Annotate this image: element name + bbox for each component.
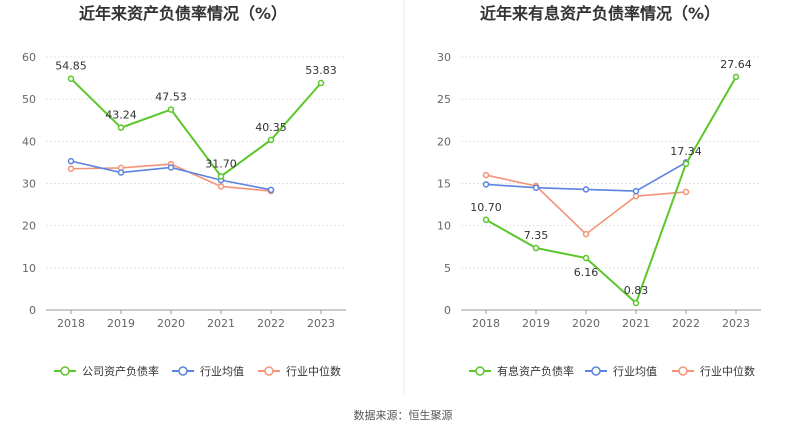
x-tick-label: 2023 [722, 317, 750, 330]
y-tick-label: 20 [22, 220, 36, 233]
data-label: 7.35 [524, 229, 549, 242]
y-tick-label: 0 [29, 304, 36, 317]
data-point [582, 230, 590, 238]
data-label: 27.64 [720, 58, 752, 71]
data-label: 47.53 [155, 91, 187, 104]
data-point [482, 216, 490, 224]
y-tick-label: 15 [437, 178, 451, 191]
data-point [117, 124, 125, 131]
data-label: 43.24 [105, 109, 137, 122]
x-tick-label: 2021 [622, 317, 650, 330]
x-tick-label: 2018 [57, 317, 85, 330]
y-tick-label: 10 [22, 262, 36, 275]
chart-title: 近年来资产负债率情况（%） [79, 4, 287, 23]
y-tick-label: 60 [22, 51, 36, 64]
y-tick-label: 30 [22, 178, 36, 191]
data-point [67, 165, 75, 172]
data-label: 54.85 [55, 60, 87, 73]
x-tick-label: 2019 [107, 317, 135, 330]
debt-ratio-chart: 近年来资产负债率情况（%） 0 10 20 30 40 50 60 2018 2019 2020 20… [22, 4, 346, 378]
legend-label: 行业中位数 [700, 364, 755, 378]
data-point [682, 160, 690, 168]
legend-marker [178, 366, 188, 376]
y-tick-label: 20 [437, 135, 451, 148]
data-point [582, 254, 590, 262]
data-point [317, 79, 325, 87]
y-tick-label: 30 [437, 51, 451, 64]
y-tick-label: 5 [444, 262, 451, 275]
series-line [70, 78, 322, 178]
data-point [732, 73, 740, 81]
data-point [532, 184, 540, 191]
data-point [632, 299, 640, 307]
x-tick-label: 2023 [307, 317, 335, 330]
data-point [482, 181, 490, 188]
legend-label: 行业中位数 [286, 364, 341, 378]
data-point [167, 106, 175, 113]
legend-marker [60, 366, 70, 376]
legend-label: 有息资产负债率 [497, 364, 574, 378]
data-point [682, 188, 690, 196]
series-line [485, 76, 737, 305]
x-tick-label: 2020 [157, 317, 185, 330]
legend-label: 行业均值 [613, 365, 657, 378]
data-point [582, 186, 590, 193]
data-point [217, 183, 225, 190]
data-point [67, 157, 75, 165]
data-point [532, 244, 540, 252]
data-point [267, 186, 275, 194]
data-point [217, 173, 225, 180]
x-tick-label: 2022 [672, 317, 700, 330]
y-tick-label: 25 [437, 93, 451, 106]
data-label: 10.70 [470, 201, 502, 214]
data-point [117, 169, 125, 176]
data-point [632, 192, 640, 200]
data-label: 0.83 [624, 284, 649, 297]
data-point [482, 171, 490, 179]
legend-marker [264, 366, 274, 376]
data-label: 31.70 [205, 157, 237, 170]
legend-label: 行业均值 [200, 365, 244, 378]
data-point [67, 75, 75, 82]
data-label: 6.16 [574, 266, 599, 279]
data-label: 53.83 [305, 64, 337, 77]
x-tick-label: 2018 [472, 317, 500, 330]
chart-title: 近年来有息资产负债率情况（%） [480, 4, 720, 23]
legend-label: 公司资产负债率 [82, 364, 159, 378]
data-point [267, 136, 275, 144]
y-tick-label: 0 [444, 304, 451, 317]
legend-marker [591, 366, 601, 376]
interest-bearing-debt-ratio-chart: 近年来有息资产负债率情况（%） 0 5 10 15 20 25 30 2018 2019 2020 2… [437, 4, 761, 378]
y-tick-label: 10 [437, 220, 451, 233]
y-tick-label: 50 [22, 93, 36, 106]
x-tick-label: 2022 [257, 317, 285, 330]
x-tick-label: 2020 [572, 317, 600, 330]
legend-marker [678, 366, 688, 376]
data-source-note: 数据来源：恒生聚源 [354, 408, 453, 422]
x-tick-label: 2021 [207, 317, 235, 330]
data-point [167, 164, 175, 171]
y-tick-label: 40 [22, 135, 36, 148]
data-label: 17.34 [670, 145, 702, 158]
data-label: 40.35 [255, 121, 287, 134]
data-point [632, 187, 640, 195]
x-tick-label: 2019 [522, 317, 550, 330]
legend-marker [475, 366, 485, 376]
